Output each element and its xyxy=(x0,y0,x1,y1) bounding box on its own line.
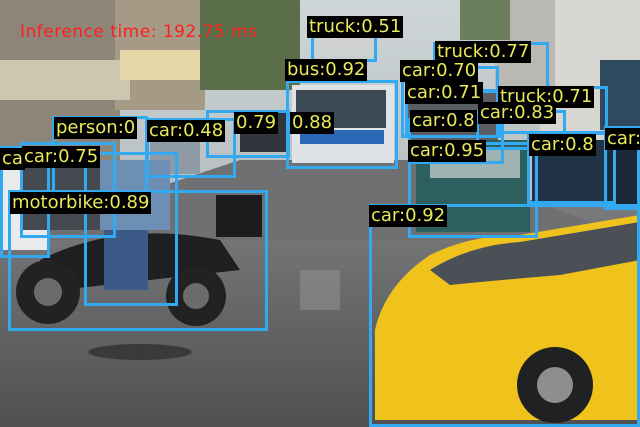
detection-label: bus:0.92 xyxy=(285,59,368,81)
detection-label: car:0.95 xyxy=(408,140,487,162)
detection-label: person:0 xyxy=(54,117,138,139)
detection-box xyxy=(84,152,178,306)
detection-label: car:0.70 xyxy=(400,60,479,82)
detection-box xyxy=(146,118,236,178)
detection-label: car:0.48 xyxy=(147,120,226,142)
detection-label: 0.88 xyxy=(290,112,335,134)
detection-label: car:0.71 xyxy=(405,82,484,104)
detection-box xyxy=(527,132,616,204)
detection-label: car:0.8 xyxy=(410,110,477,132)
detection-label: motorbike:0.89 xyxy=(10,192,152,214)
detection-label: car:0.8 xyxy=(529,134,596,156)
detection-label: truck:0.77 xyxy=(435,41,532,63)
detection-label: 0.79 xyxy=(234,112,279,134)
detection-label: truck:0.51 xyxy=(307,16,404,38)
inference-time-text: Inference time: 192.75 ms xyxy=(20,22,258,42)
detection-label: car:0.83 xyxy=(478,102,557,124)
detection-label: car:0.75 xyxy=(22,146,101,168)
detection-label: car:0.92 xyxy=(369,205,448,227)
detection-label: car:0.8 xyxy=(605,128,640,150)
detection-label: ca xyxy=(0,148,25,170)
detection-box xyxy=(604,126,640,210)
detection-box xyxy=(8,190,268,331)
detection-box xyxy=(369,204,640,427)
